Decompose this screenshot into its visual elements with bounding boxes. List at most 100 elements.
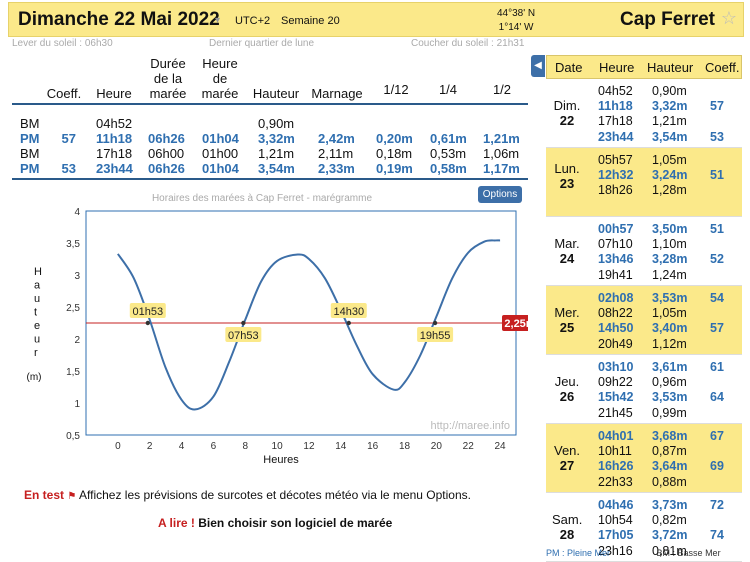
tide-cell-heure_maree: 01h00 [202,146,239,161]
day-block[interactable]: Jeu. 26 03h10 3,61m 61 09h22 0,96m 15h42 3,53m 64… [546,355,742,424]
day-row-height: 1,10m [652,237,687,252]
day-row-time: 21h45 [598,405,633,420]
tide-cell-duree: 06h26 [148,161,185,176]
day-row-time: 16h26 [598,459,634,474]
day-row-height: 3,28m [652,252,688,267]
day-row-coeff: 74 [710,528,724,543]
day-label: Mar. 24 [552,236,582,266]
day-row-time: 02h08 [598,291,634,305]
x-tick-label: 12 [303,441,315,452]
day-label: Dim. 22 [552,98,582,128]
tide-curve [117,239,501,411]
y-axis-label-char: u [34,334,40,346]
y-tick-label: 3,5 [66,239,80,250]
collapse-panel-icon[interactable]: ◀ [531,55,545,77]
table-divider-bottom [12,178,528,180]
day-number: 25 [559,320,575,335]
day-number: 26 [559,389,575,404]
options-button[interactable]: Options [478,186,522,203]
day-row-time: 23h16 [598,543,633,558]
day-row-coeff: 53 [710,129,724,144]
tide-cell-heure: 17h18 [96,146,133,161]
x-tick-label: 4 [179,441,185,452]
day-number: 23 [559,176,575,191]
col-header-heure-maree: Heure de marée [201,56,239,101]
x-tick-label: 18 [399,441,411,452]
sunset-text: Coucher du soleil : 21h31 [411,38,525,49]
reference-label: 2,25m [504,318,528,330]
a-lire-label: A lire ! [158,516,195,530]
crossing-point [145,320,150,326]
day-row-height: 3,53m [652,390,688,405]
header-bar: Dimanche 22 Mai 2022 ▾ UTC+2 Semaine 20 … [8,2,744,37]
crossing-badge [417,327,454,342]
col-header-half: 1/2 [492,82,512,97]
day-row-time: 03h10 [598,360,634,374]
day-name: Mar. [554,236,580,251]
side-col-date: Date [555,60,583,75]
favorite-star-icon[interactable]: ☆ [720,8,737,28]
legend-bottom: PM : Pleine Mer BM : Basse Mer [546,548,721,558]
side-col-coeff: Coeff. [705,60,740,75]
day-row-coeff: 57 [710,321,724,336]
day-row-time: 04h01 [598,429,634,443]
reference-badge [502,315,528,331]
day-number: 22 [559,113,575,128]
day-label: Ven. 27 [552,443,582,473]
day-row-coeff: 54 [710,291,724,305]
day-block[interactable]: Mar. 24 00h57 3,50m 51 07h10 1,10m 13h46 3,28m 52… [546,217,742,286]
tide-cell-a: 0,18m [376,146,413,161]
day-row-height: 1,21m [652,114,687,129]
crossing-point [241,320,246,326]
x-tick-label: 10 [272,441,284,452]
day-block[interactable]: Sam. 28 04h46 3,73m 72 10h54 0,82m 17h05 3,72m 74… [546,493,742,562]
day-row-height: 0,87m [652,444,687,459]
date-title: Dimanche 22 Mai 2022 [18,9,220,30]
a-lire-note[interactable]: A lire ! Bien choisir son logiciel de ma… [158,516,392,530]
col-header-coeff: Coeff. [46,86,82,101]
longitude: 1°14' W [498,22,534,33]
side-col-hauteur: Hauteur [647,60,694,75]
day-row-time: 22h33 [598,474,633,489]
x-axis-label: Heures [263,454,299,466]
tide-cell-b: 0,61m [430,131,467,146]
tide-cell-coeff: 53 [61,161,76,176]
x-tick-label: 0 [115,441,121,452]
latitude: 44°38' N [497,8,536,19]
day-block[interactable]: Dim. 22 04h52 0,90m 11h18 3,32m 57 17h18 1,21m 23… [546,79,742,148]
day-row-coeff: 67 [710,429,724,443]
tide-cell-hauteur: 3,32m [258,131,295,146]
y-tick-label: 2 [74,335,80,346]
day-row-time: 23h44 [598,129,634,144]
col-header-heure: Heure [96,86,132,101]
y-axis-label-char: a [34,280,41,292]
day-row-height: 3,54m [652,129,688,144]
y-tick-label: 0,5 [66,431,80,442]
col-header-twelfth: 1/12 [383,82,409,97]
day-row-height: 0,99m [652,405,687,420]
a-lire-link[interactable]: Bien choisir son logiciel de marée [198,516,393,530]
en-test-note: En test ⚑ Affichez les prévisions de sur… [24,488,471,502]
col-header-marnage: Marnage [311,86,363,101]
day-row-height: 1,24m [652,267,687,282]
day-row-time: 00h57 [598,222,634,236]
day-block[interactable]: Ven. 27 04h01 3,68m 67 10h11 0,87m 16h26 3,64m 69… [546,424,742,493]
y-axis-unit: (m) [27,372,42,383]
tide-cell-marnage: 2,33m [318,161,355,176]
crossing-label: 14h30 [333,306,364,318]
date-dropdown-icon[interactable]: ▾ [215,15,221,26]
x-tick-label: 16 [367,441,379,452]
tide-cell-marnage: 2,42m [318,131,355,146]
crossing-badge [129,303,166,318]
day-block[interactable]: Mer. 25 02h08 3,53m 54 08h22 1,05m 14h50 3,40m 57… [546,286,742,355]
col-header-hauteur: Hauteur [252,86,300,101]
day-row-coeff: 51 [710,168,724,183]
day-row-time: 07h10 [598,237,633,252]
day-block[interactable]: Lun. 23 05h57 1,05m 12h32 3,24m 51 18h26 1,28m [546,148,742,217]
sunrise-text: Lever du soleil : 06h30 [12,38,113,49]
day-row-height: 0,81m [652,543,687,558]
y-tick-label: 2,5 [66,303,80,314]
x-tick-label: 8 [242,441,248,452]
day-label: Jeu. 26 [552,374,582,404]
